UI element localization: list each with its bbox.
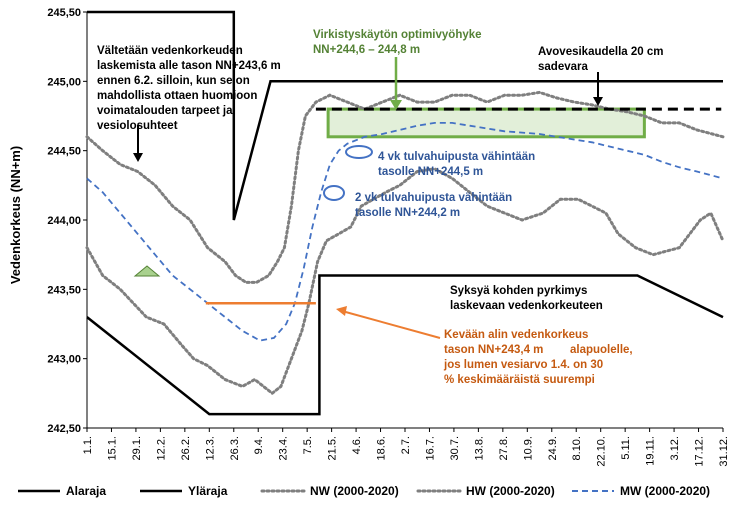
x-tick-label: 17.12.: [694, 436, 706, 467]
y-tick-label: 243,50: [47, 284, 81, 296]
x-tick-label: 27.8.: [498, 436, 510, 460]
x-tick-label: 15.1.: [106, 436, 118, 460]
annotation-syksy: Syksyä kohden pyrkimys laskevaan vedenko…: [450, 285, 603, 312]
y-tick-labels: 242,50 243,00 243,50 244,00 244,50 245,00 245,…: [47, 7, 87, 435]
arrow-head-virkistys: [390, 100, 402, 110]
y-tick-label: 245,50: [47, 7, 81, 19]
legend-label: NW (2000-2020): [310, 484, 399, 498]
x-tick-label: 22.10.: [596, 436, 608, 467]
x-tick-label: 13.8.: [473, 436, 485, 460]
legend-label: HW (2000-2020): [466, 484, 555, 498]
y-tick-label: 245,00: [47, 76, 81, 88]
arrow-kevat: [341, 310, 441, 339]
series-line-0: [86, 274, 724, 416]
arrow-head-kevat: [336, 306, 347, 316]
x-tick-label: 12.3.: [204, 436, 216, 460]
y-tick-label: 242,50: [47, 423, 81, 435]
legend-label: Alaraja: [66, 484, 106, 498]
annotations: Vältetään vedenkorkeuden laskemista alle…: [97, 29, 667, 386]
x-tick-label: 1.1.: [82, 436, 94, 454]
series-line-4: [86, 122, 724, 342]
annotation-valtetaan: Vältetään vedenkorkeuden laskemista alle…: [97, 45, 284, 132]
x-tick-label: 31.12.: [718, 436, 730, 467]
x-tick-label: 9.4.: [253, 436, 265, 454]
series-line-3: [85, 90, 725, 284]
legend-label: Yläraja: [188, 484, 228, 498]
annotation-kevat: Kevään alin vedenkorkeus tason NN+243,4 …: [443, 329, 636, 386]
arrow-head-vältetään: [133, 153, 143, 162]
annotation-arrows: [133, 57, 603, 339]
y-axis-title: Vedenkorkeus (NN+m): [8, 146, 23, 284]
y-tick-label: 243,00: [47, 354, 81, 366]
y-tick-label: 244,00: [47, 215, 81, 227]
x-tick-label: 5.11.: [620, 436, 632, 460]
x-tick-label: 16.7.: [424, 436, 436, 460]
x-tick-label: 8.10.: [571, 436, 583, 460]
flood-peak-4wk-marker: [345, 145, 373, 159]
x-tick-label: 26.2.: [180, 436, 192, 460]
x-tick-label: 30.7.: [449, 436, 461, 460]
y-tick-label: 244,50: [47, 146, 81, 158]
series-line-1: [87, 10, 723, 221]
series-line-2: [85, 167, 725, 396]
y-axis-label: Vedenkorkeus (NN+m): [8, 146, 23, 284]
x-tick-label: 10.9.: [522, 436, 534, 460]
x-tick-label: 3.12.: [669, 436, 681, 460]
annotation-tulva4: 4 vk tulvahuipusta vähintään tasolle NN+…: [378, 151, 538, 178]
x-tick-label: 21.5.: [327, 436, 339, 460]
x-tick-label: 7.5.: [302, 436, 314, 454]
x-tick-label: 23.4.: [278, 436, 290, 460]
triangle-marker: [133, 265, 161, 277]
legend-label: MW (2000-2020): [620, 484, 710, 498]
series: [85, 10, 725, 416]
x-tick-label: 12.2.: [155, 436, 167, 460]
flood-peak-2wk-marker: [323, 185, 345, 201]
annotation-avovesi: Avovesikaudella 20 cm sadevara: [538, 46, 667, 73]
arrow-head-avovesi: [593, 97, 603, 106]
annotation-tulva2: 2 vk tulvahuipusta vähintään tasolle NN+…: [355, 192, 515, 219]
x-tick-label: 4.6.: [351, 436, 363, 454]
x-tick-label: 29.1.: [131, 436, 143, 460]
x-tick-label: 18.6.: [376, 436, 388, 460]
x-tick-label: 2.7.: [400, 436, 412, 454]
x-tick-label: 26.3.: [229, 436, 241, 460]
annotation-virkistys: Virkistyskäytön optimivyöhyke NN+244,6 –…: [313, 29, 485, 56]
recreation-optimal-zone: [326, 107, 646, 139]
x-tick-labels: 1.1. 15.1. 29.1. 12.2. 26.2. 12.3. 26.3. 9.4. 23…: [82, 428, 730, 467]
x-tick-label: 24.9.: [547, 436, 559, 460]
legend: Alaraja Yläraja NW (2000-2020) HW (2000-202…: [18, 484, 710, 498]
x-tick-label: 19.11.: [645, 436, 657, 466]
